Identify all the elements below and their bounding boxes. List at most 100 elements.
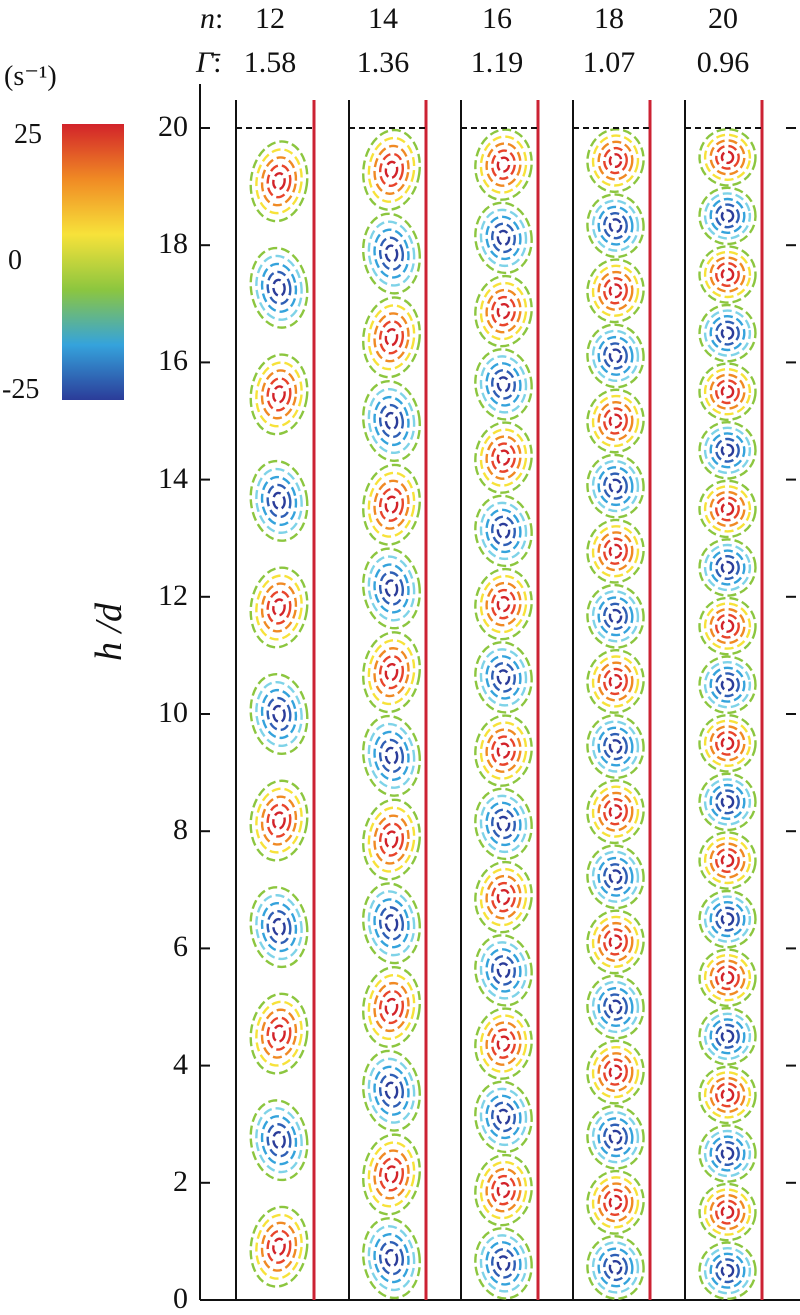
vortex-core — [724, 740, 731, 747]
n-separator: : — [215, 2, 224, 35]
vortex-streamline — [249, 566, 309, 649]
vortex-streamline — [597, 791, 634, 832]
vortex-streamline — [720, 1205, 735, 1219]
vortex-negative — [362, 1217, 421, 1300]
vortex-streamline — [597, 987, 634, 1027]
vortex-streamline — [597, 401, 634, 441]
vortex-streamline — [272, 278, 286, 297]
vortex-positive — [586, 1039, 645, 1105]
vortex-streamline — [720, 736, 735, 751]
vortex-positive — [249, 353, 309, 436]
vortex-streamline — [703, 895, 752, 943]
vortex-positive — [586, 779, 645, 845]
vortex-positive — [249, 779, 309, 862]
vortex-streamline — [703, 133, 752, 181]
vortex-streamline — [272, 598, 286, 617]
vortex-streamline — [603, 537, 628, 565]
vortex-streamline — [272, 491, 286, 511]
vortex-streamline — [367, 136, 416, 203]
vortex-negative — [586, 323, 645, 389]
vortex-core — [724, 798, 731, 805]
vortex-streamline — [698, 1124, 757, 1183]
vortex-streamline — [608, 283, 623, 299]
vortex-streamline — [479, 501, 528, 561]
vortex-streamline — [597, 1117, 634, 1158]
vortex-streamline — [586, 518, 645, 584]
vortex-streamline — [373, 814, 410, 865]
vortex-streamline — [720, 1088, 735, 1102]
vortex-core — [724, 564, 731, 571]
panel-n-18 — [572, 100, 652, 1300]
vortex-streamline — [378, 822, 405, 857]
vortex-streamline — [586, 453, 645, 519]
vortex-positive — [362, 631, 421, 714]
vortex-streamline — [474, 787, 533, 861]
vortex-streamline — [709, 549, 746, 586]
vortex-streamline — [703, 1071, 752, 1119]
vortex-streamline — [255, 148, 303, 215]
vortex-streamline — [591, 264, 640, 317]
vortex-streamline — [474, 714, 533, 787]
vortex-streamline — [249, 672, 309, 756]
vortex-core — [612, 418, 619, 424]
vortex-core — [500, 894, 507, 901]
vortex-core — [612, 1264, 619, 1271]
vortex-core — [388, 1255, 395, 1262]
panel-n-value: 16 — [482, 2, 512, 35]
vortex-core — [388, 418, 395, 424]
vortex-streamline — [720, 970, 735, 985]
vortex-negative — [362, 547, 421, 630]
vortex-core — [500, 454, 507, 461]
vortex-streamline — [709, 139, 746, 176]
vortex-streamline — [485, 288, 522, 334]
vortex-core — [612, 613, 619, 620]
vortex-streamline — [586, 714, 645, 779]
vortex-streamline — [496, 1108, 511, 1126]
vortex-streamline — [491, 1028, 516, 1059]
vortex-positive — [698, 362, 757, 421]
vortex-streamline — [485, 801, 522, 847]
vortex-core — [276, 604, 282, 611]
vortex-streamline — [255, 574, 303, 641]
vortex-core — [276, 711, 282, 717]
vortex-streamline — [591, 199, 640, 252]
vortex-negative — [474, 201, 533, 275]
vortex-core — [500, 381, 507, 388]
vortex-streamline — [715, 379, 740, 405]
vortex-core — [724, 1209, 731, 1216]
header-gamma-label: Γ̄: — [196, 46, 221, 80]
vortex-streamline — [491, 442, 516, 473]
vortex-streamline — [474, 421, 533, 494]
panel-gamma-value: 1.07 — [582, 46, 636, 79]
vortex-streamline — [384, 1081, 399, 1100]
vortex-streamline — [709, 783, 746, 820]
vortex-streamline — [373, 730, 410, 781]
vortex-streamline — [603, 407, 628, 435]
vortex-core — [500, 161, 507, 168]
vortex-streamline — [367, 220, 416, 287]
vortex-streamline — [698, 245, 757, 304]
vortex-positive — [586, 388, 645, 454]
vortex-streamline — [255, 467, 303, 534]
vortex-streamline — [709, 197, 746, 234]
vortex-positive — [474, 274, 533, 348]
vortex-streamline — [586, 323, 645, 389]
vortex-streamline — [367, 890, 416, 957]
vortex-streamline — [255, 361, 303, 428]
vortex-streamline — [709, 373, 746, 410]
vortex-streamline — [496, 669, 511, 686]
vortex-streamline — [715, 144, 740, 170]
vortex-streamline — [698, 714, 757, 773]
vortex-streamline — [367, 806, 416, 873]
vortex-core — [500, 967, 507, 974]
vortex-streamline — [608, 608, 623, 624]
vortex-streamline — [479, 428, 528, 487]
vortex-streamline — [272, 385, 286, 404]
vortex-streamline — [373, 647, 410, 698]
vortex-streamline — [698, 1065, 757, 1125]
vortex-streamline — [720, 677, 735, 692]
vortex-streamline — [249, 140, 309, 223]
vortex-streamline — [597, 661, 634, 702]
vortex-streamline — [362, 463, 421, 546]
